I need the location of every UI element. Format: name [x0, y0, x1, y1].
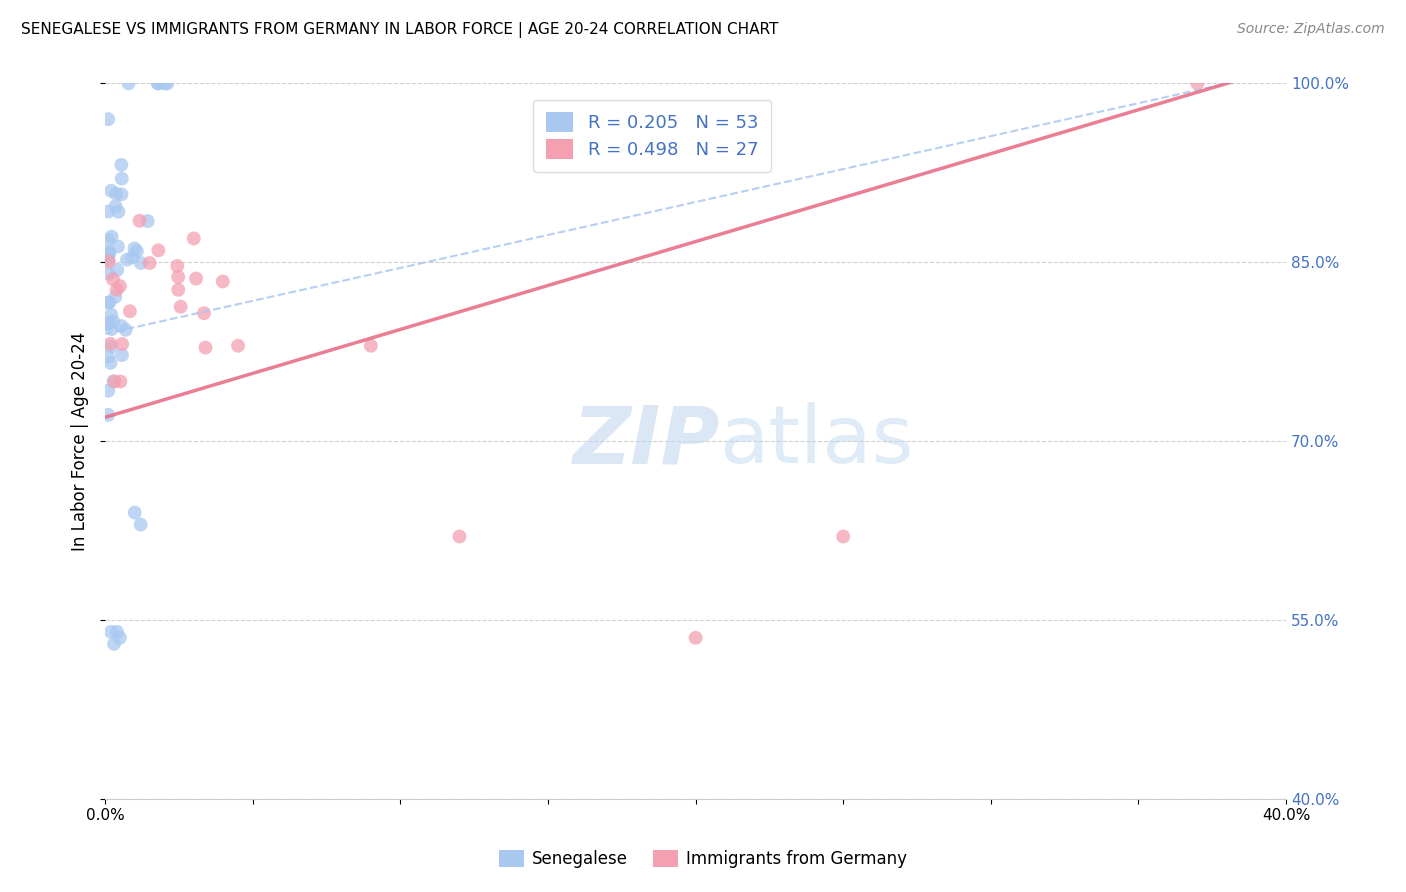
Point [832, 529, 855, 543]
Point [146, 77, 169, 91]
Point [156, 77, 179, 91]
Point [167, 269, 190, 284]
Point [100, 229, 122, 244]
Point [97, 317, 120, 331]
Point [97, 408, 120, 422]
Point [685, 631, 707, 645]
Point [148, 244, 170, 258]
Point [121, 250, 143, 264]
Point [184, 271, 207, 285]
Point [105, 283, 128, 297]
Point [148, 77, 170, 91]
Y-axis label: In Labor Force | Age 20-24: In Labor Force | Age 20-24 [72, 332, 89, 550]
Point [97, 350, 120, 364]
Point [110, 375, 132, 389]
Point [129, 517, 152, 532]
Point [103, 314, 125, 328]
Point [110, 318, 132, 333]
Text: SENEGALESE VS IMMIGRANTS FROM GERMANY IN LABOR FORCE | AGE 20-24 CORRELATION CHA: SENEGALESE VS IMMIGRANTS FROM GERMANY IN… [21, 22, 779, 38]
Point [110, 158, 132, 172]
Point [103, 375, 125, 389]
Point [108, 631, 131, 645]
Point [104, 290, 127, 304]
Point [167, 283, 190, 297]
Point [124, 242, 146, 256]
Point [100, 308, 122, 322]
Point [100, 184, 122, 198]
Point [97, 254, 120, 268]
Point [100, 340, 122, 354]
Point [105, 263, 128, 277]
Point [97, 233, 120, 247]
Point [100, 356, 122, 370]
Point [100, 624, 122, 639]
Point [136, 214, 159, 228]
Point [138, 256, 160, 270]
Point [118, 304, 141, 318]
Point [360, 339, 382, 353]
Point [97, 112, 120, 127]
Point [105, 624, 128, 639]
Point [97, 247, 120, 261]
Point [211, 275, 233, 289]
Point [111, 171, 134, 186]
Point [449, 529, 471, 543]
Point [128, 213, 150, 227]
Point [1187, 77, 1209, 91]
Point [114, 323, 136, 337]
Point [115, 252, 138, 267]
Point [107, 239, 129, 253]
Text: Source: ZipAtlas.com: Source: ZipAtlas.com [1237, 22, 1385, 37]
Point [107, 204, 129, 219]
Point [108, 279, 131, 293]
Point [97, 244, 120, 259]
Point [194, 341, 217, 355]
Point [103, 637, 125, 651]
Point [226, 339, 249, 353]
Point [100, 322, 122, 336]
Point [105, 186, 128, 201]
Point [97, 204, 120, 219]
Point [169, 300, 191, 314]
Legend: R = 0.205   N = 53, R = 0.498   N = 27: R = 0.205 N = 53, R = 0.498 N = 27 [533, 100, 770, 172]
Point [101, 272, 124, 286]
Point [117, 77, 139, 91]
Point [103, 375, 125, 389]
Point [153, 77, 176, 91]
Text: ZIP: ZIP [572, 402, 720, 480]
Point [124, 506, 146, 520]
Point [97, 248, 120, 262]
Point [104, 199, 127, 213]
Text: atlas: atlas [720, 402, 914, 480]
Point [166, 259, 188, 273]
Point [97, 295, 120, 310]
Point [129, 256, 152, 270]
Point [193, 306, 215, 320]
Point [110, 187, 132, 202]
Point [98, 295, 121, 310]
Point [125, 244, 148, 259]
Point [97, 384, 120, 398]
Point [98, 246, 121, 260]
Point [97, 252, 120, 267]
Point [183, 231, 205, 245]
Legend: Senegalese, Immigrants from Germany: Senegalese, Immigrants from Germany [492, 843, 914, 875]
Point [97, 267, 120, 281]
Point [111, 348, 134, 362]
Point [111, 337, 134, 351]
Point [100, 336, 122, 351]
Point [97, 316, 120, 330]
